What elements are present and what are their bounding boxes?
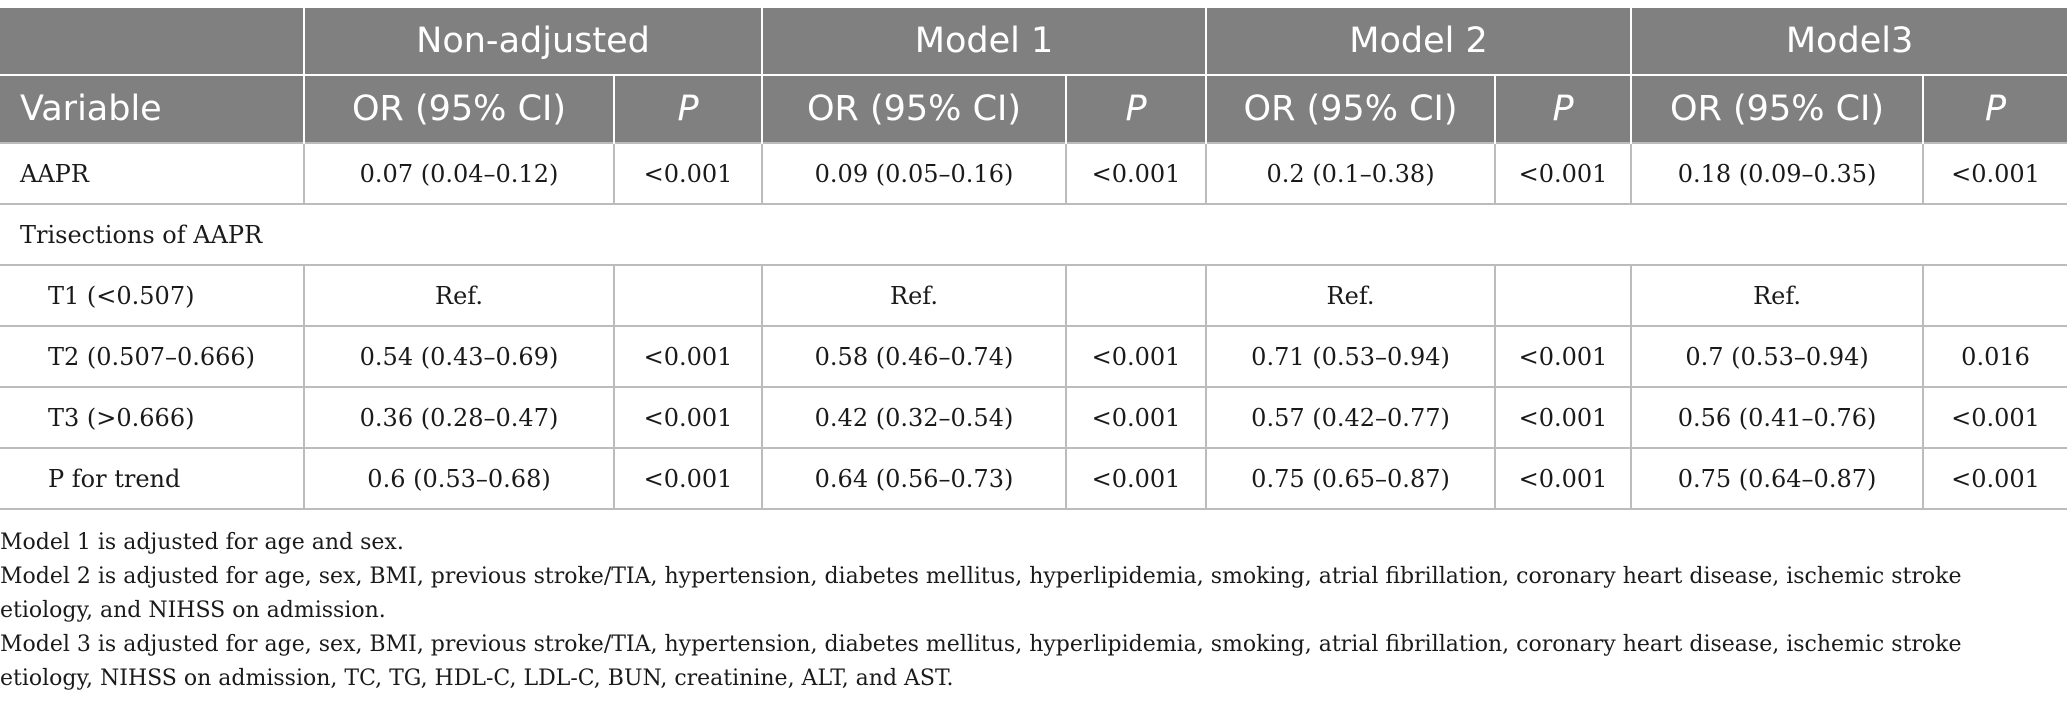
p-header: P xyxy=(1494,75,1632,143)
or-cell: 0.54 (0.43–0.69) xyxy=(303,325,615,388)
or-cell: Ref. xyxy=(1630,264,1925,327)
or-cell: Ref. xyxy=(303,264,615,327)
or-cell: 0.56 (0.41–0.76) xyxy=(1630,386,1925,449)
row-label: AAPR xyxy=(0,142,305,205)
or-cell: 0.75 (0.64–0.87) xyxy=(1630,447,1925,510)
p-cell xyxy=(1064,264,1208,327)
or-cell: 0.71 (0.53–0.94) xyxy=(1205,325,1497,388)
p-cell: <0.001 xyxy=(1064,386,1208,449)
p-cell xyxy=(1494,264,1633,327)
or-header: OR (95% CI) xyxy=(1630,75,1924,143)
sub-header-row: Variable OR (95% CI) P OR (95% CI) P OR … xyxy=(0,75,2067,143)
group-header-row: Non-adjusted Model 1 Model 2 Model3 xyxy=(0,8,2067,76)
table-row: T2 (0.507–0.666) 0.54 (0.43–0.69) <0.001 0.… xyxy=(0,325,2067,388)
results-table: Non-adjusted Model 1 Model 2 Model3 Vari… xyxy=(0,8,2067,510)
p-header: P xyxy=(1922,75,2067,143)
row-label: T1 (<0.507) xyxy=(0,264,305,327)
p-cell: <0.001 xyxy=(1494,386,1633,449)
or-cell: 0.6 (0.53–0.68) xyxy=(303,447,615,510)
variable-header: Variable xyxy=(0,75,304,143)
row-label: T3 (>0.666) xyxy=(0,386,305,449)
section-row: Trisections of AAPR xyxy=(0,203,2067,266)
group-header-model-2: Model 2 xyxy=(1205,8,1632,76)
footnote: Model 1 is adjusted for age and sex. xyxy=(0,530,404,555)
p-cell: <0.001 xyxy=(613,142,763,205)
row-label: T2 (0.507–0.666) xyxy=(0,325,305,388)
table-footnotes: Model 1 is adjusted for age and sex. Mode… xyxy=(0,526,2050,696)
corner-header xyxy=(0,8,304,76)
or-cell: Ref. xyxy=(761,264,1067,327)
p-cell: <0.001 xyxy=(1922,447,2067,510)
or-cell: 0.42 (0.32–0.54) xyxy=(761,386,1067,449)
or-cell: 0.7 (0.53–0.94) xyxy=(1630,325,1925,388)
or-cell: 0.64 (0.56–0.73) xyxy=(761,447,1067,510)
table-row: P for trend 0.6 (0.53–0.68) <0.001 0.64 (0.… xyxy=(0,447,2067,510)
p-cell xyxy=(1922,264,2067,327)
row-label: P for trend xyxy=(0,447,305,510)
table-row: AAPR 0.07 (0.04–0.12) <0.001 0.09 (0.05–0.1… xyxy=(0,142,2067,205)
table-body: AAPR 0.07 (0.04–0.12) <0.001 0.09 (0.05–0.1… xyxy=(0,142,2067,510)
or-header: OR (95% CI) xyxy=(761,75,1066,143)
or-cell: 0.57 (0.42–0.77) xyxy=(1205,386,1497,449)
p-cell: <0.001 xyxy=(613,325,763,388)
p-cell: 0.016 xyxy=(1922,325,2067,388)
p-cell: <0.001 xyxy=(1064,447,1208,510)
p-cell: <0.001 xyxy=(1494,142,1633,205)
table-row: T3 (>0.666) 0.36 (0.28–0.47) <0.001 0.42 (0… xyxy=(0,386,2067,449)
p-cell: <0.001 xyxy=(613,386,763,449)
or-cell: 0.07 (0.04–0.12) xyxy=(303,142,615,205)
or-cell: 0.18 (0.09–0.35) xyxy=(1630,142,1925,205)
p-cell: <0.001 xyxy=(613,447,763,510)
p-cell xyxy=(613,264,763,327)
p-header: P xyxy=(1064,75,1207,143)
footnote: Model 2 is adjusted for age, sex, BMI, p… xyxy=(0,564,1962,623)
or-cell: 0.2 (0.1–0.38) xyxy=(1205,142,1497,205)
group-header-model-1: Model 1 xyxy=(760,8,1207,76)
p-cell: <0.001 xyxy=(1494,447,1633,510)
p-cell: <0.001 xyxy=(1064,142,1208,205)
p-cell: <0.001 xyxy=(1064,325,1208,388)
or-cell: Ref. xyxy=(1205,264,1497,327)
or-header: OR (95% CI) xyxy=(1205,75,1496,143)
or-header: OR (95% CI) xyxy=(303,75,614,143)
table-row: T1 (<0.507) Ref. Ref. Ref. Ref. xyxy=(0,264,2067,327)
group-header-non-adjusted: Non-adjusted xyxy=(303,8,762,76)
p-cell: <0.001 xyxy=(1922,386,2067,449)
or-cell: 0.36 (0.28–0.47) xyxy=(303,386,615,449)
or-cell: 0.75 (0.65–0.87) xyxy=(1205,447,1497,510)
footnote: Model 3 is adjusted for age, sex, BMI, p… xyxy=(0,632,1962,691)
group-header-model-3: Model3 xyxy=(1630,8,2067,76)
or-cell: 0.09 (0.05–0.16) xyxy=(761,142,1067,205)
p-cell: <0.001 xyxy=(1494,325,1633,388)
or-cell: 0.58 (0.46–0.74) xyxy=(761,325,1067,388)
p-cell: <0.001 xyxy=(1922,142,2067,205)
p-header: P xyxy=(613,75,762,143)
row-label: Trisections of AAPR xyxy=(0,203,2067,266)
